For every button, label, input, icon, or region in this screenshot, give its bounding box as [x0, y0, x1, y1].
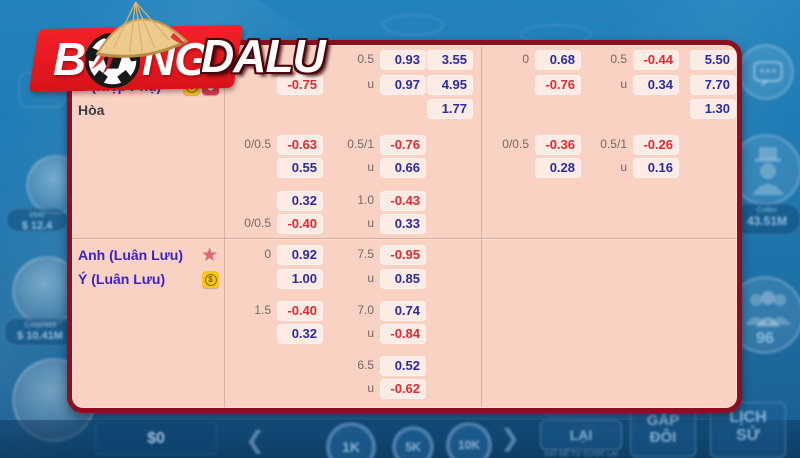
- odds-value[interactable]: 0.16: [633, 158, 679, 178]
- match2-team2[interactable]: Ý (Luân Lưu): [78, 271, 166, 287]
- odds-line-label: 0: [522, 52, 529, 66]
- odds-line-label: 0.5/1: [347, 137, 374, 151]
- odds-value[interactable]: -0.95: [380, 245, 426, 265]
- conical-hat-icon: [90, 1, 189, 75]
- odds-value[interactable]: -0.40: [277, 214, 323, 234]
- odds-value[interactable]: 0.97: [380, 75, 426, 95]
- odds-value[interactable]: -0.36: [535, 135, 581, 155]
- odds-line-label: u: [367, 271, 374, 285]
- odds-line-label: u: [367, 326, 374, 340]
- odds-line-label: 0.5/1: [600, 137, 627, 151]
- match1-draw[interactable]: Hòa: [78, 102, 105, 118]
- odds-line-label: 0/0.5: [244, 216, 271, 230]
- odds-value[interactable]: 4.95: [427, 75, 473, 95]
- odds-value[interactable]: -0.76: [380, 135, 426, 155]
- odds-value[interactable]: -0.76: [535, 75, 581, 95]
- bet-chip-10k[interactable]: 10K: [446, 422, 492, 458]
- odds-value[interactable]: 3.55: [427, 50, 473, 70]
- odds-line-label: 1.0: [357, 193, 374, 207]
- player-balance: $ 12.4: [21, 220, 53, 232]
- history-button-line2: SỬ: [736, 427, 760, 444]
- player-name: Cosy2323: [24, 322, 56, 329]
- odds-line-label: 0/0.5: [244, 137, 271, 151]
- player-balance: $ 10.41M: [17, 330, 63, 342]
- chat-icon: [753, 61, 783, 87]
- dealer-icon: [752, 147, 784, 195]
- logo-text-b: B: [53, 33, 86, 85]
- odds-value[interactable]: 0.93: [380, 50, 426, 70]
- dealer-balance: 43.51M: [746, 214, 788, 228]
- odds-line-label: 6.5: [357, 358, 374, 372]
- coin-glyph: $: [204, 273, 217, 286]
- rebet-caption: GIỮ ĐỂ TỰ CƯỢC LẠI: [544, 451, 618, 458]
- column-divider: [224, 46, 225, 407]
- odds-value[interactable]: -0.75: [277, 75, 323, 95]
- odds-line-label: 0: [264, 247, 271, 261]
- double-button-line1: GẤP: [646, 412, 680, 429]
- odds-line-label: 0.5: [357, 52, 374, 66]
- match2-team1[interactable]: Anh (Luân Lưu): [78, 247, 183, 263]
- odds-value[interactable]: 0.85: [380, 269, 426, 289]
- odds-line-label: u: [367, 160, 374, 174]
- odds-line-label: 0.5: [610, 52, 627, 66]
- back-chevron-icon[interactable]: ❮: [245, 427, 266, 454]
- players-count: 96: [756, 330, 774, 347]
- bet-chip-1k[interactable]: 1K: [326, 422, 376, 458]
- odds-value[interactable]: 0.34: [633, 75, 679, 95]
- double-button-line2: ĐÔI: [649, 429, 677, 446]
- odds-line-label: 7.5: [357, 247, 374, 261]
- coin-icon: $: [202, 271, 219, 288]
- odds-value[interactable]: 0.68: [535, 50, 581, 70]
- odds-value[interactable]: -0.44: [633, 50, 679, 70]
- dealer-name: Cotlen: [756, 207, 778, 214]
- player-badge: Cosy2323 $ 10.41M: [4, 318, 76, 346]
- odds-value[interactable]: 7.70: [690, 75, 736, 95]
- odds-value[interactable]: 0.74: [380, 301, 426, 321]
- odds-value[interactable]: 0.32: [277, 324, 323, 344]
- odds-line-label: u: [620, 77, 627, 91]
- background-shape: [382, 14, 444, 36]
- star-icon[interactable]: ★: [201, 245, 219, 266]
- odds-line-label: u: [620, 160, 627, 174]
- odds-value[interactable]: -0.40: [277, 301, 323, 321]
- odds-value[interactable]: -0.84: [380, 324, 426, 344]
- odds-value[interactable]: 5.50: [690, 50, 736, 70]
- odds-value[interactable]: -0.63: [277, 135, 323, 155]
- players-icon: [745, 291, 791, 327]
- column-divider: [481, 46, 482, 407]
- odds-value[interactable]: 1.30: [690, 99, 736, 119]
- odds-value[interactable]: 1.77: [427, 99, 473, 119]
- odds-line-label: 1.5: [254, 303, 271, 317]
- player-badge: 0940 $ 12.4: [6, 208, 68, 232]
- dealer-badge: Cotlen 43.51M: [733, 203, 800, 235]
- odds-value[interactable]: 0.33: [380, 214, 426, 234]
- odds-line-label: 7.0: [357, 303, 374, 317]
- odds-value[interactable]: -0.26: [633, 135, 679, 155]
- odds-line-label: u: [367, 216, 374, 230]
- logo-text-dalu: DALU: [201, 30, 326, 82]
- odds-value[interactable]: 0.52: [380, 356, 426, 376]
- history-button-line1: LỊCH: [729, 409, 767, 426]
- row-divider: [72, 238, 737, 239]
- odds-value[interactable]: 0.92: [277, 245, 323, 265]
- rebet-button[interactable]: LẠI: [540, 420, 622, 450]
- forward-chevron-icon[interactable]: ❯: [500, 425, 521, 452]
- odds-value[interactable]: 0.66: [380, 158, 426, 178]
- odds-value[interactable]: 0.28: [535, 158, 581, 178]
- odds-value[interactable]: 0.32: [277, 191, 323, 211]
- odds-line-label: u: [367, 381, 374, 395]
- player-name: 0940: [29, 212, 45, 219]
- balance-display: $0: [95, 422, 217, 455]
- odds-value[interactable]: 1.00: [277, 269, 323, 289]
- odds-value[interactable]: -0.62: [380, 379, 426, 399]
- bet-chip-5k[interactable]: 5K: [392, 426, 434, 458]
- odds-line-label: 0/0.5: [502, 137, 529, 151]
- odds-line-label: u: [367, 77, 374, 91]
- odds-value[interactable]: -0.43: [380, 191, 426, 211]
- history-button[interactable]: LỊCH SỬ: [710, 402, 786, 458]
- odds-value[interactable]: 0.55: [277, 158, 323, 178]
